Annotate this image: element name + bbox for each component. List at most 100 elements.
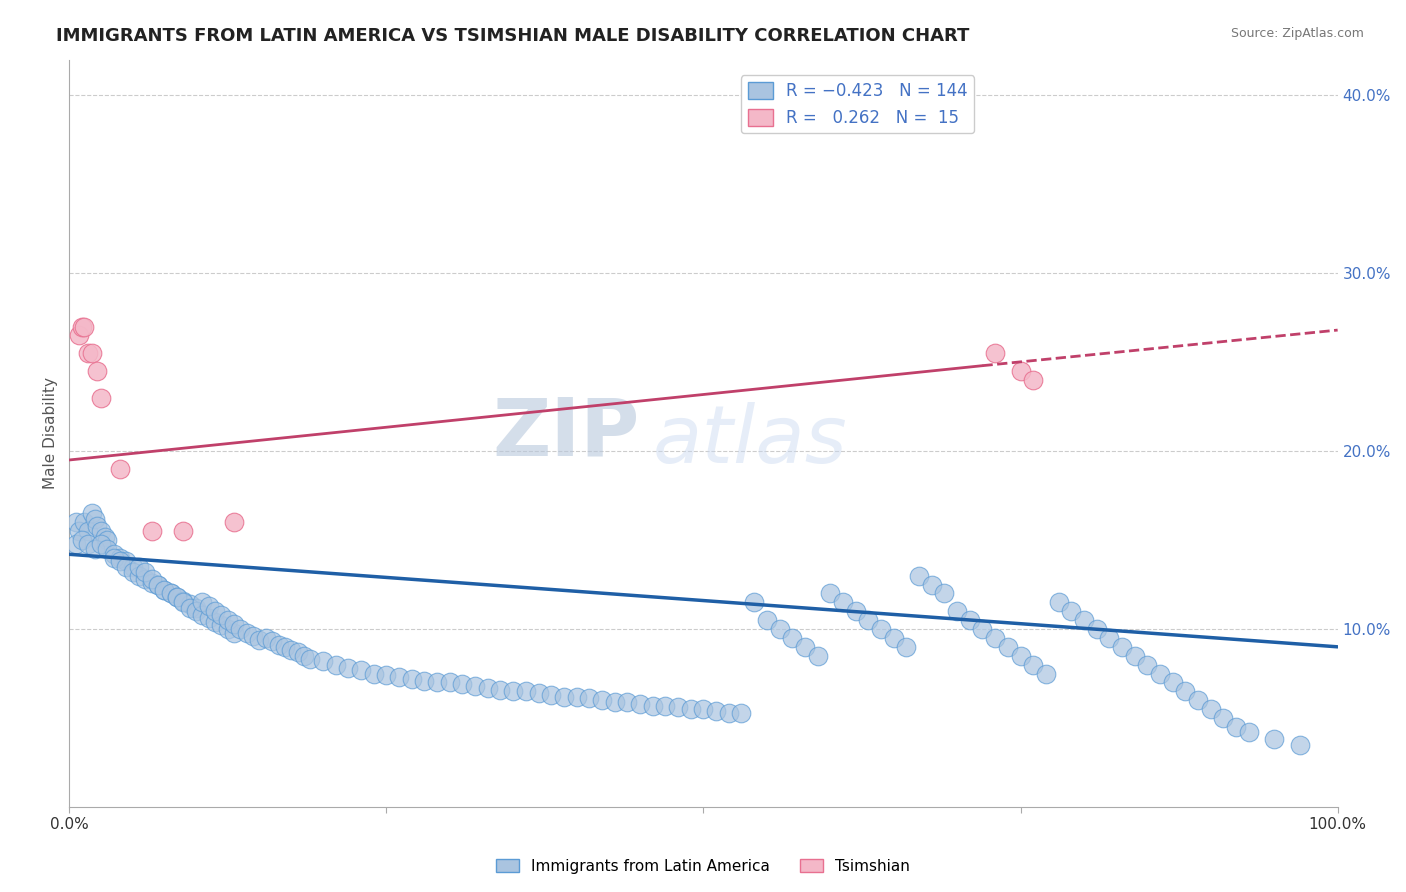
Point [96, 533, 118, 547]
Point [426, 675, 449, 690]
Point [679, 702, 702, 716]
Point [692, 702, 714, 716]
Text: atlas: atlas [652, 401, 848, 480]
Point [1174, 684, 1197, 698]
Point [984, 346, 1007, 360]
Point [755, 613, 778, 627]
Point [1225, 720, 1247, 734]
Point [191, 607, 214, 622]
Point [477, 681, 499, 695]
Point [1060, 604, 1083, 618]
Point [1098, 631, 1121, 645]
Point [274, 640, 297, 654]
Point [96, 541, 118, 556]
Point [191, 595, 214, 609]
Point [65, 536, 87, 550]
Point [204, 615, 226, 629]
Point [292, 648, 315, 663]
Point [217, 622, 239, 636]
Point [896, 640, 918, 654]
Point [209, 618, 232, 632]
Point [70, 319, 93, 334]
Text: ZIP: ZIP [492, 394, 640, 472]
Point [128, 568, 150, 582]
Point [197, 611, 219, 625]
Point [375, 668, 398, 682]
Point [83, 541, 105, 556]
Point [229, 622, 252, 636]
Point [1022, 657, 1045, 672]
Point [654, 698, 676, 713]
Point [287, 645, 309, 659]
Point [1010, 648, 1032, 663]
Point [153, 582, 176, 597]
Point [908, 568, 931, 582]
Point [464, 679, 486, 693]
Point [768, 622, 790, 636]
Point [209, 607, 232, 622]
Point [153, 582, 176, 597]
Point [73, 515, 96, 529]
Point [578, 691, 600, 706]
Point [972, 622, 994, 636]
Point [591, 693, 613, 707]
Point [489, 682, 512, 697]
Point [179, 597, 201, 611]
Point [67, 524, 90, 538]
Point [179, 600, 201, 615]
Point [730, 706, 752, 720]
Point [628, 697, 651, 711]
Point [553, 690, 575, 704]
Point [172, 593, 194, 607]
Point [93, 529, 115, 543]
Point [1123, 648, 1146, 663]
Point [65, 515, 87, 529]
Point [1010, 364, 1032, 378]
Point [1212, 711, 1234, 725]
Point [1149, 666, 1171, 681]
Point [1288, 738, 1310, 752]
Point [997, 640, 1019, 654]
Point [934, 586, 956, 600]
Point [121, 559, 143, 574]
Point [527, 686, 550, 700]
Point [742, 595, 765, 609]
Point [166, 590, 188, 604]
Point [224, 515, 246, 529]
Point [224, 616, 246, 631]
Point [86, 518, 108, 533]
Point [73, 319, 96, 334]
Point [1035, 666, 1057, 681]
Point [90, 391, 112, 405]
Point [704, 704, 727, 718]
Point [388, 670, 411, 684]
Point [254, 631, 277, 645]
Point [134, 572, 156, 586]
Point [883, 631, 905, 645]
Point [1047, 595, 1070, 609]
Point [90, 536, 112, 550]
Point [565, 690, 588, 704]
Point [717, 706, 740, 720]
Point [312, 654, 335, 668]
Point [350, 663, 373, 677]
Point [946, 604, 969, 618]
Point [870, 622, 893, 636]
Point [108, 554, 131, 568]
Point [267, 638, 290, 652]
Point [337, 661, 360, 675]
Legend: R = −0.423   N = 144, R =   0.262   N =  15: R = −0.423 N = 144, R = 0.262 N = 15 [741, 76, 974, 134]
Legend: Immigrants from Latin America, Tsimshian: Immigrants from Latin America, Tsimshian [489, 853, 917, 880]
Point [204, 604, 226, 618]
Point [141, 572, 163, 586]
Point [224, 625, 246, 640]
Point [242, 629, 264, 643]
Point [128, 559, 150, 574]
Point [325, 657, 347, 672]
Point [262, 634, 284, 648]
Point [1111, 640, 1133, 654]
Text: IMMIGRANTS FROM LATIN AMERICA VS TSIMSHIAN MALE DISABILITY CORRELATION CHART: IMMIGRANTS FROM LATIN AMERICA VS TSIMSHI… [56, 27, 970, 45]
Point [134, 565, 156, 579]
Point [807, 648, 830, 663]
Point [80, 346, 103, 360]
